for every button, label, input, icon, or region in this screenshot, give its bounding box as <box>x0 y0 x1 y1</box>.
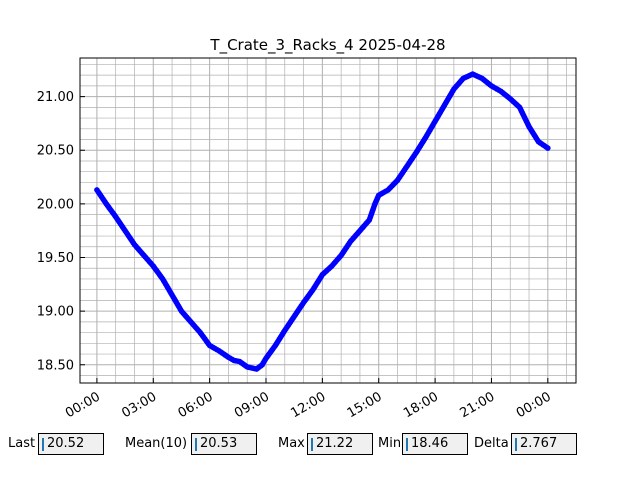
y-tick-label: 20.00 <box>37 197 74 212</box>
mean-value-box: 20.53 <box>191 433 257 455</box>
min-value-box: 18.46 <box>402 433 468 455</box>
max-value-box: 21.22 <box>307 433 373 455</box>
x-tick-label: 00:00 <box>63 389 103 420</box>
series-group <box>94 71 551 372</box>
chart-title: T_Crate_3_Racks_4 2025-04-28 <box>209 36 445 55</box>
delta-label: Delta <box>474 436 509 451</box>
last-value-box: 20.52 <box>38 433 104 455</box>
x-tick-label: 06:00 <box>176 389 216 420</box>
y-tick-label: 19.50 <box>37 251 74 266</box>
max-label: Max <box>278 436 305 451</box>
y-tick-label: 21.00 <box>37 90 74 105</box>
y-tick-label: 18.50 <box>37 358 74 373</box>
y-tick-label: 20.50 <box>37 144 74 159</box>
plot-frame <box>79 57 577 384</box>
delta-value-box: 2.767 <box>511 433 577 455</box>
y-tick-label: 19.00 <box>37 305 74 320</box>
data-point <box>545 145 551 151</box>
x-tick-label: 18:00 <box>401 389 441 420</box>
last-label: Last <box>8 436 36 451</box>
x-tick-label: 00:00 <box>514 389 554 420</box>
mean-label: Mean(10) <box>125 436 188 451</box>
x-tick-label: 21:00 <box>458 389 498 420</box>
x-tick-label: 12:00 <box>288 389 328 420</box>
temperature-chart: T_Crate_3_Racks_4 2025-04-28 00:00 03:00 0… <box>37 36 577 420</box>
min-label: Min <box>378 436 402 451</box>
x-tick-label: 15:00 <box>345 389 385 420</box>
x-tick-label: 03:00 <box>119 389 159 420</box>
grid-lines <box>80 58 576 383</box>
x-tick-label: 09:00 <box>232 389 272 420</box>
